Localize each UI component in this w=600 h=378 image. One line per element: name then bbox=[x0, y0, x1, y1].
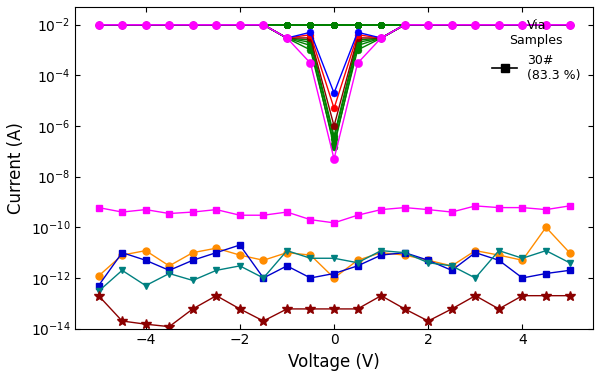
X-axis label: Voltage (V): Voltage (V) bbox=[288, 353, 380, 371]
Y-axis label: Current (A): Current (A) bbox=[7, 122, 25, 214]
Legend: 30#
(83.3 %): 30# (83.3 %) bbox=[486, 13, 587, 88]
